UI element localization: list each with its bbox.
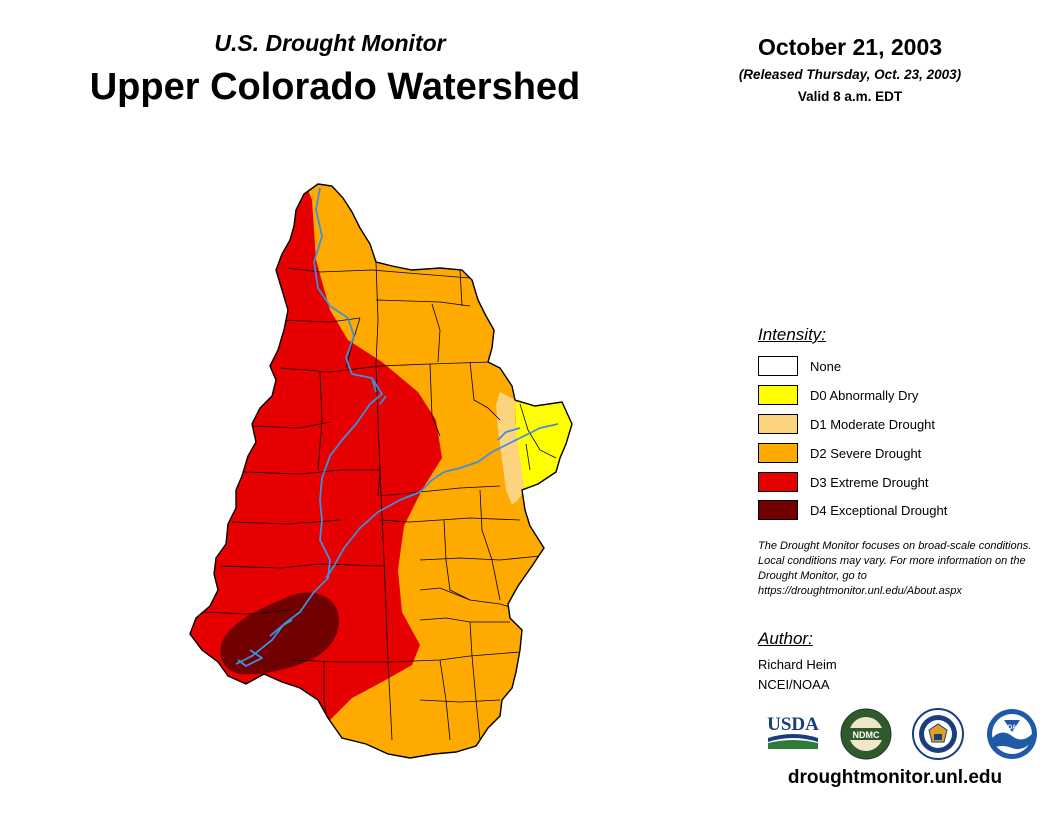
ndmc-logo-text: NDMC [853, 730, 880, 740]
doc-seal [912, 708, 964, 760]
legend-item: D2 Severe Drought [758, 442, 921, 464]
drought-layers [190, 184, 572, 758]
legend-swatch-d0 [758, 385, 798, 405]
legend-item: D1 Moderate Drought [758, 413, 935, 435]
colorado-river-network [235, 187, 559, 667]
legend-swatch-d1 [758, 414, 798, 434]
legend-item: D4 Exceptional Drought [758, 499, 947, 521]
legend-title: Intensity: [758, 325, 827, 344]
legend-swatch-d3 [758, 472, 798, 492]
d1-moderate-area [496, 392, 524, 505]
legend-item: D3 Extreme Drought [758, 471, 929, 493]
release-date: (Released Thursday, Oct. 23, 2003) [738, 67, 962, 82]
legend-label: D4 Exceptional Drought [810, 502, 948, 518]
legend-item: D0 Abnormally Dry [758, 384, 918, 406]
legend-item: None [758, 355, 841, 377]
valid-time: Valid 8 a.m. EDT [797, 89, 903, 104]
legend-label: D1 Moderate Drought [810, 416, 936, 432]
legend-label: D3 Extreme Drought [810, 474, 929, 490]
legend-swatch-d2 [758, 443, 798, 463]
watershed-map [189, 183, 573, 759]
map-subtitle: U.S. Drought Monitor [214, 30, 446, 56]
map-title: Upper Colorado Watershed [89, 66, 581, 108]
website-link[interactable]: droughtmonitor.unl.edu [787, 767, 1003, 788]
d0-abnormally-dry-area [515, 402, 572, 488]
subbasin-boundaries [199, 261, 557, 741]
legend-swatch-none [758, 356, 798, 376]
author-name: Richard Heim [758, 657, 837, 672]
usda-logo: USDA [767, 714, 819, 749]
legend-swatch-d4 [758, 500, 798, 520]
author-org: NCEI/NOAA [758, 677, 830, 692]
noaa-logo-text: NOAA [1003, 725, 1021, 731]
author-heading: Author: [758, 629, 813, 648]
legend-label: D2 Severe Drought [810, 445, 922, 461]
usda-logo-text: USDA [767, 714, 819, 735]
map-date: October 21, 2003 [757, 34, 943, 60]
legend-label: None [810, 358, 842, 374]
ndmc-logo: NDMC [840, 708, 892, 760]
noaa-logo: NOAA [987, 709, 1037, 759]
disclaimer-note: The Drought Monitor focuses on broad-sca… [758, 540, 1032, 597]
legend-label: D0 Abnormally Dry [810, 387, 919, 403]
d4-exceptional-area [220, 592, 339, 675]
